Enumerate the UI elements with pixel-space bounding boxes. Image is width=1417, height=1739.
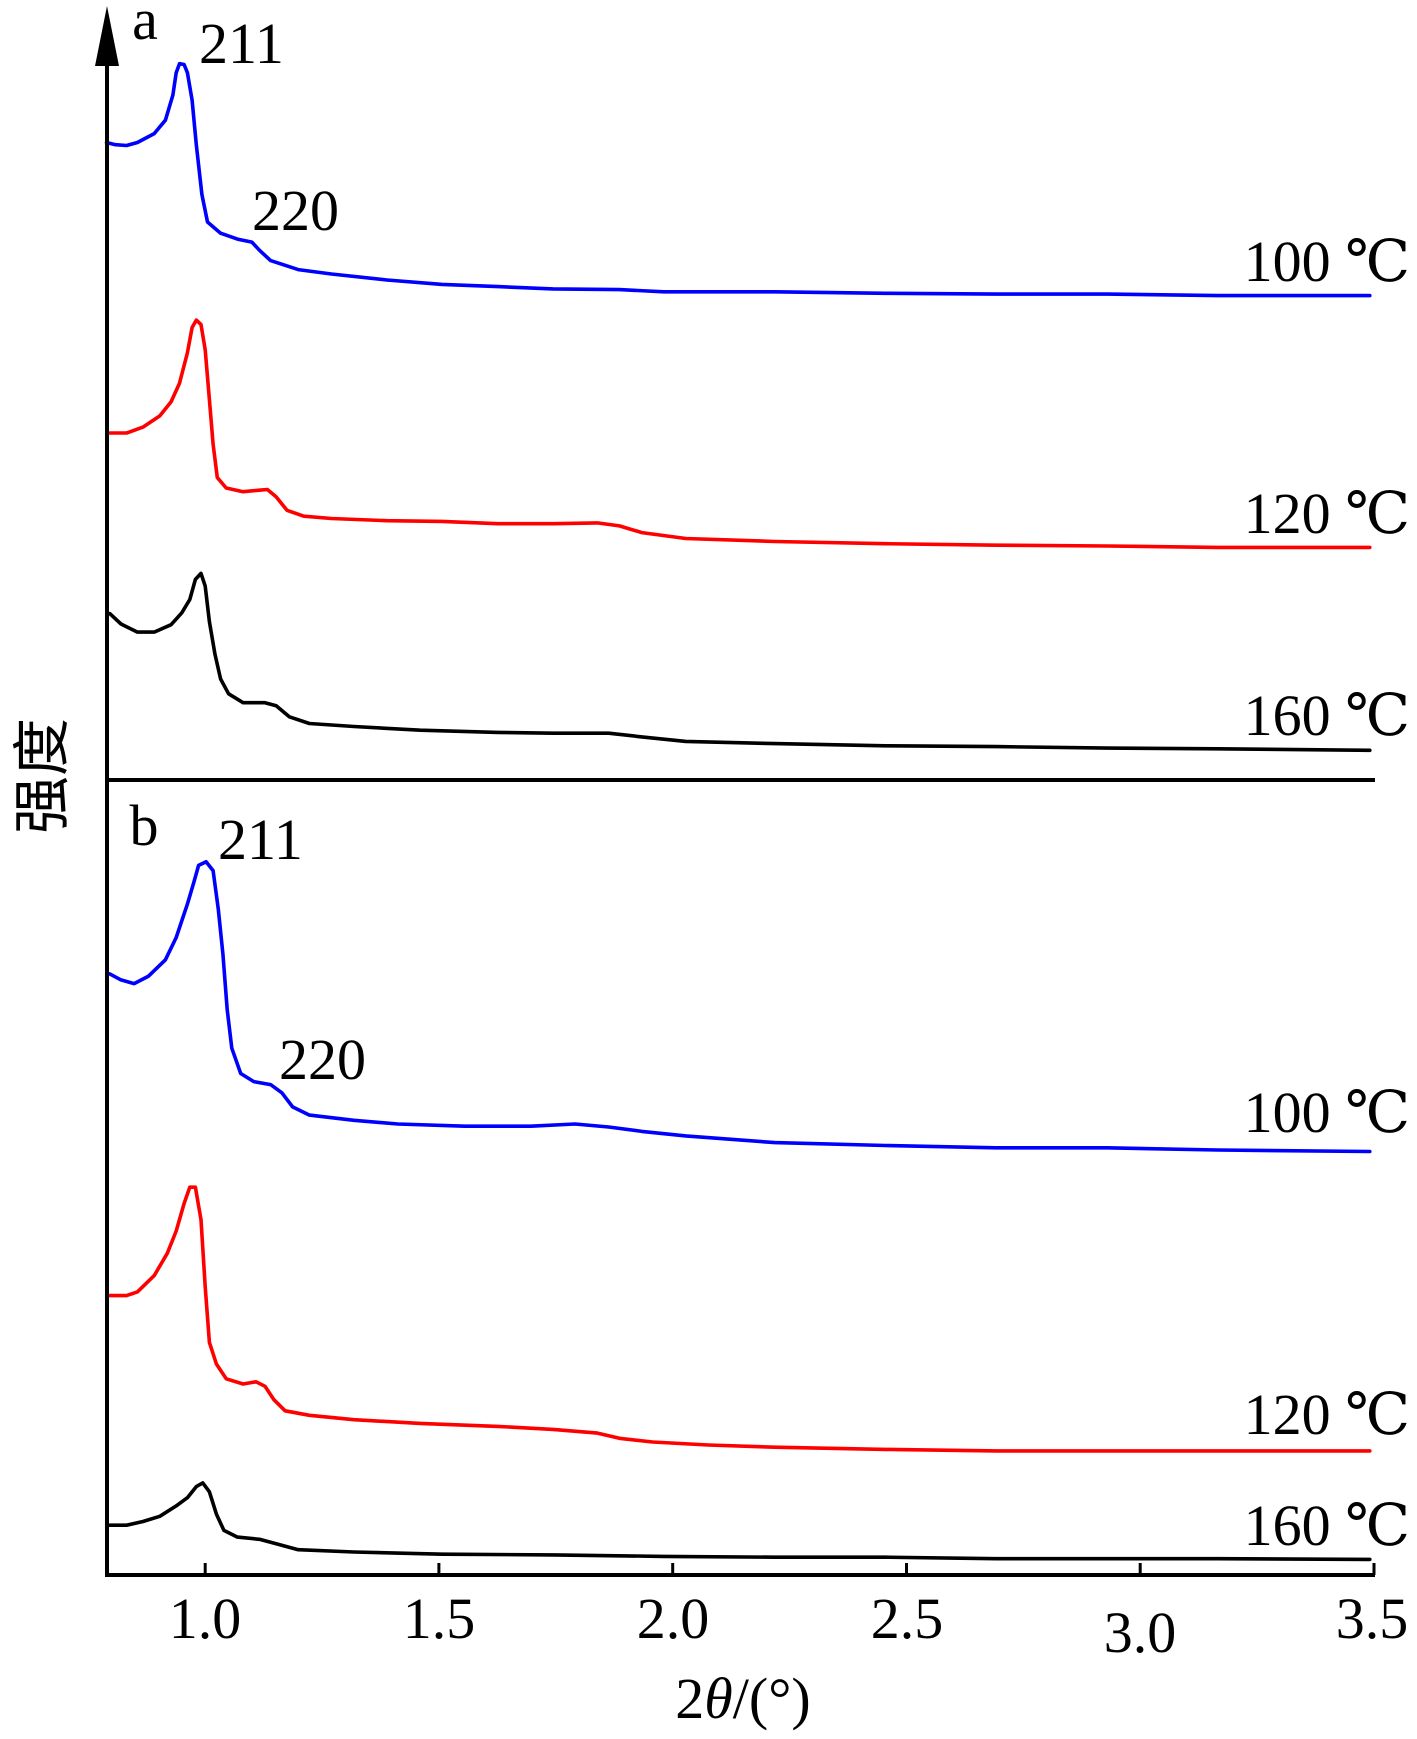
x-tick-label: 2.5 bbox=[871, 1586, 944, 1651]
x-tick-label: 3.0 bbox=[1104, 1600, 1177, 1665]
peak-label-b-220: 220 bbox=[279, 1027, 366, 1092]
y-axis-label: 强度 bbox=[8, 718, 76, 834]
panel-label-b: b bbox=[130, 793, 159, 858]
panel-label-a: a bbox=[132, 0, 158, 52]
curves-layer bbox=[104, 61, 1372, 1562]
x-axis-label: 2θ/(°) bbox=[675, 1666, 810, 1731]
series-label-b-100c: 100 ℃ bbox=[1244, 1080, 1410, 1145]
x-tick-label: 3.5 bbox=[1336, 1586, 1409, 1651]
x-tick-label: 1.0 bbox=[169, 1586, 242, 1651]
series-line-a-160c bbox=[108, 571, 1372, 753]
x-tick-label: 2.0 bbox=[637, 1586, 710, 1651]
series-line-a-120c bbox=[108, 318, 1372, 550]
peak-label-a-220: 220 bbox=[252, 178, 339, 243]
series-label-a-100c: 100 ℃ bbox=[1244, 229, 1410, 294]
series-line-b-100c bbox=[108, 859, 1372, 1154]
peak-label-a-211: 211 bbox=[199, 11, 284, 76]
peak-label-b-211: 211 bbox=[218, 807, 303, 872]
series-label-b-120c: 120 ℃ bbox=[1244, 1382, 1410, 1447]
series-line-b-160c bbox=[108, 1481, 1372, 1562]
series-label-b-160c: 160 ℃ bbox=[1244, 1493, 1410, 1558]
series-label-a-160c: 160 ℃ bbox=[1244, 683, 1410, 748]
x-ticks bbox=[203, 1563, 1376, 1575]
series-line-a-100c bbox=[104, 61, 1372, 298]
series-label-a-120c: 120 ℃ bbox=[1244, 481, 1410, 546]
series-line-b-120c bbox=[108, 1185, 1372, 1453]
x-tick-label: 1.5 bbox=[403, 1586, 476, 1651]
y-axis-arrow bbox=[95, 6, 119, 66]
